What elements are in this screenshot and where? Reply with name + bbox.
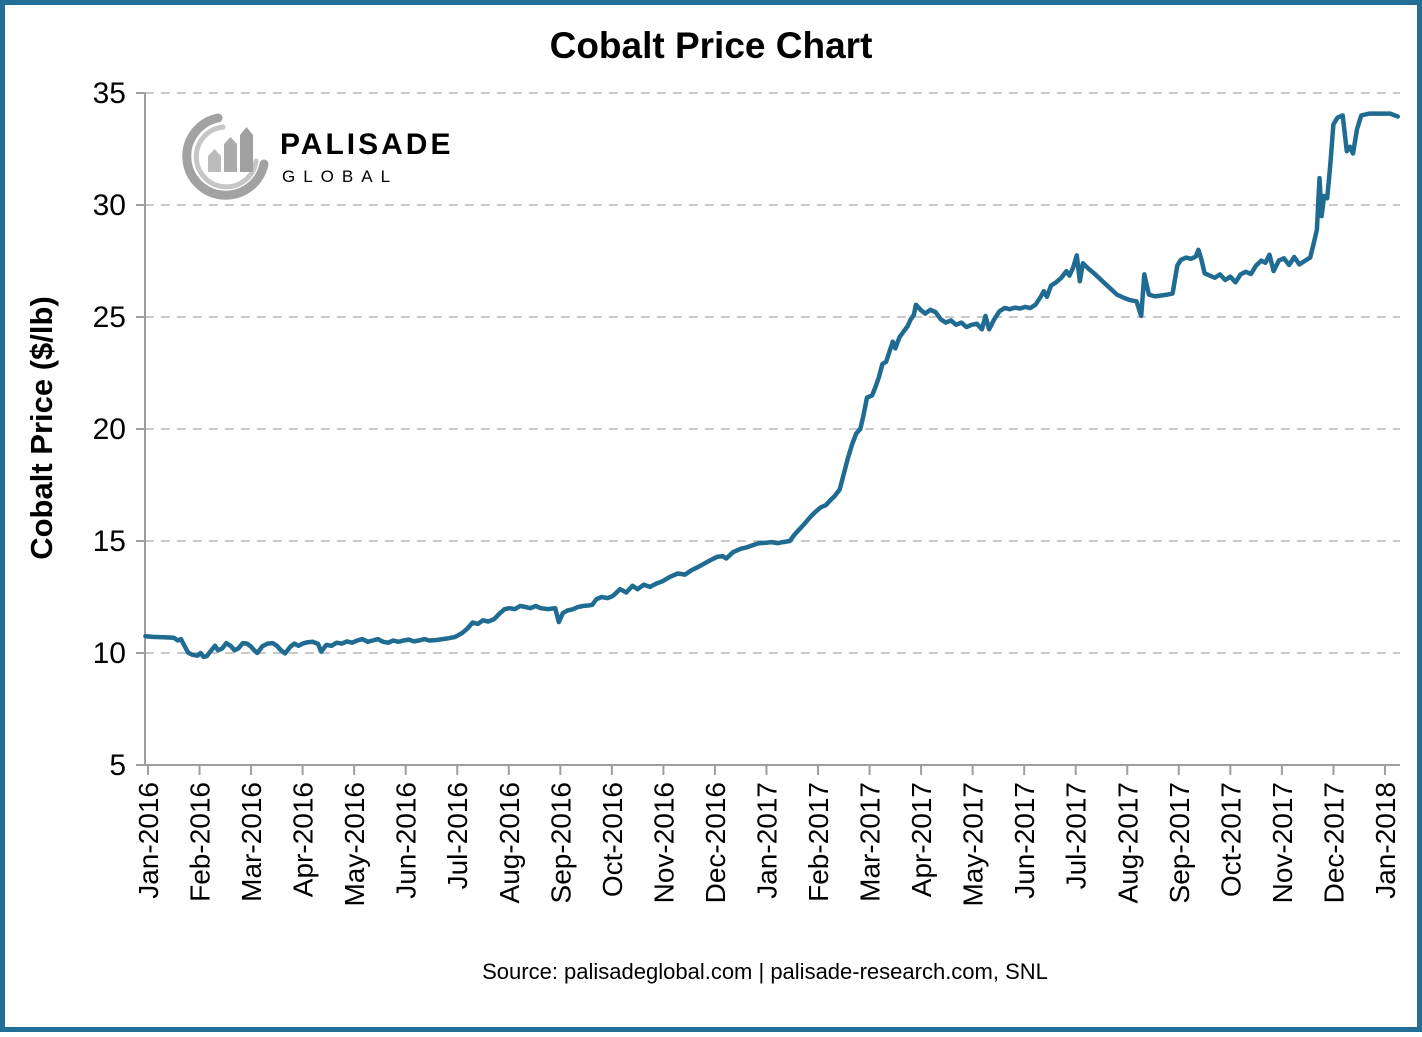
axes-layer xyxy=(136,92,1400,775)
x-tick-label: Aug-2017 xyxy=(1112,782,1143,903)
x-tick-label: Jan-2018 xyxy=(1370,782,1401,899)
y-tick-label: 30 xyxy=(93,189,126,222)
x-tick-label: Jan-2016 xyxy=(133,782,164,899)
x-tick-label: Nov-2017 xyxy=(1267,782,1298,903)
logo-swoosh-outer-icon xyxy=(182,113,269,200)
source-text: Source: palisadeglobal.com | palisade-re… xyxy=(482,959,1048,984)
logo-building-left-icon xyxy=(208,149,221,172)
logo-building-right-icon xyxy=(240,127,253,172)
logo-building-mid-icon xyxy=(224,137,237,172)
y-tick-label: 20 xyxy=(93,413,126,446)
x-tick-label: Jan-2017 xyxy=(751,782,782,899)
price-line xyxy=(143,111,1401,660)
x-tick-label: Dec-2016 xyxy=(700,782,731,903)
x-tick-label: Apr-2016 xyxy=(288,782,319,897)
x-tick-label: Jul-2016 xyxy=(442,782,473,889)
chart-title: Cobalt Price Chart xyxy=(550,25,873,66)
y-tick-label: 35 xyxy=(93,77,126,110)
logo-wordmark: PALISADE xyxy=(280,128,453,161)
x-tick-label: Aug-2016 xyxy=(494,782,525,903)
x-tick-label: Jul-2017 xyxy=(1061,782,1092,889)
x-tick-label: Mar-2016 xyxy=(236,782,267,902)
logo-swoosh-inner-icon xyxy=(193,124,259,190)
logo-subtitle: GLOBAL xyxy=(282,167,398,186)
x-tick-label: Sep-2016 xyxy=(545,782,576,903)
y-tick-label: 10 xyxy=(93,637,126,670)
x-tick-label: May-2017 xyxy=(958,782,989,907)
gridlines-layer xyxy=(145,92,1400,654)
x-tick-label: Oct-2017 xyxy=(1215,782,1246,897)
y-tick-label: 5 xyxy=(109,749,126,782)
x-tick-label: Jun-2017 xyxy=(1009,782,1040,899)
x-tick-label: Mar-2017 xyxy=(855,782,886,902)
x-tick-label: Sep-2017 xyxy=(1164,782,1195,903)
x-tick-label: Dec-2017 xyxy=(1318,782,1349,903)
x-tick-label: May-2016 xyxy=(339,782,370,907)
y-tick-label: 25 xyxy=(93,301,126,334)
price-series-layer xyxy=(143,111,1401,660)
x-tick-label: Oct-2016 xyxy=(597,782,628,897)
x-tick-label: Apr-2017 xyxy=(906,782,937,897)
y-axis-title: Cobalt Price ($/lb) xyxy=(24,296,59,560)
palisade-logo: PALISADE GLOBAL xyxy=(182,113,453,200)
y-tick-label: 15 xyxy=(93,525,126,558)
x-tick-label: Jun-2016 xyxy=(391,782,422,899)
x-tick-label: Feb-2017 xyxy=(803,782,834,902)
x-tick-label: Nov-2016 xyxy=(648,782,679,903)
x-tick-label: Feb-2016 xyxy=(185,782,216,902)
tick-labels-layer: 5 10 15 20 25 30 35 Jan-2016 Feb-2016 Mar-2016 Apr… xyxy=(93,77,1401,907)
